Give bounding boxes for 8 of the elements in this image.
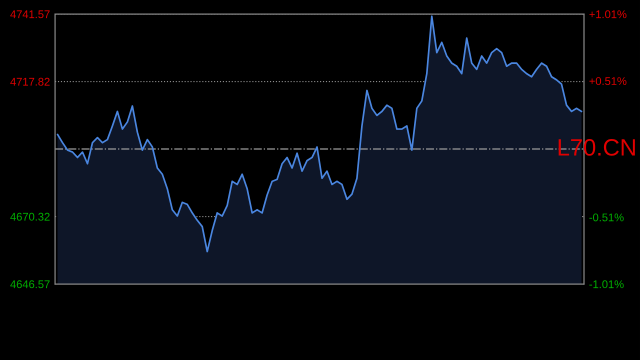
- y2-tick-label: -1.01%: [589, 280, 624, 288]
- y-tick-label: 4646.57: [10, 280, 50, 288]
- y2-tick-label: +1.01%: [589, 10, 626, 18]
- y2-tick-label: -0.51%: [589, 213, 624, 222]
- y-tick-label: 4717.82: [10, 78, 50, 86]
- y-tick-label: 4670.32: [10, 212, 50, 221]
- y-tick-label: 4741.57: [10, 10, 50, 18]
- y2-tick-label: +0.51%: [589, 77, 626, 86]
